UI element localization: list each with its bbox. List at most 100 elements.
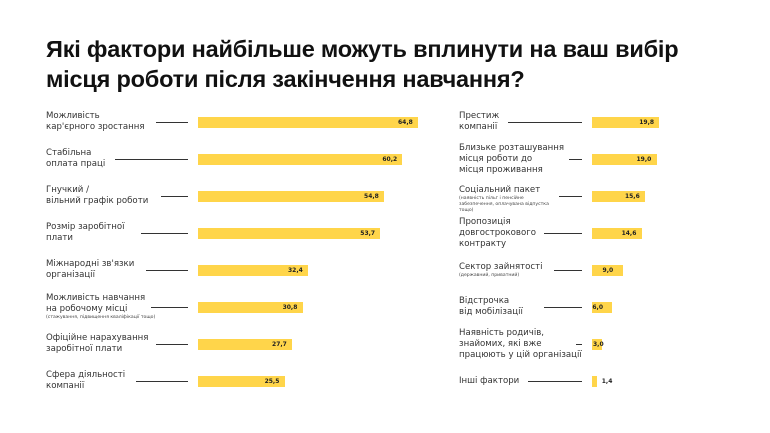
bar-label-line: Міжнародні зв'язки [46, 259, 135, 269]
bar [592, 190, 645, 202]
bar-label-line: від мобілізації [459, 307, 523, 317]
bar-label-line: Гнучкий / [46, 185, 90, 195]
chart-title-line-2: місця роботи після закінчення навчання? [46, 66, 525, 92]
connector-line [150, 307, 188, 308]
bar [198, 153, 403, 165]
bar-label: Можливість кар'єрного зростання [46, 111, 145, 133]
bar-label: Інші фактори [459, 376, 519, 387]
bar-value-label: 19,8 [639, 118, 655, 126]
bar-label: Стабільна оплата праці [46, 148, 105, 170]
bar [592, 301, 613, 313]
bar-label-line: Стабільна [46, 148, 92, 158]
bar-label-line: Сектор зайнятості [459, 261, 543, 272]
bar-label: Міжнародні зв'язки організації [46, 259, 134, 281]
connector-line [135, 381, 188, 382]
bar-label-line: Престиж [459, 111, 500, 121]
bar-label-line: Можливість [46, 111, 100, 121]
bar-label-line: контракту [459, 238, 507, 249]
bar [592, 264, 623, 276]
bar-label-line: плати [46, 233, 73, 243]
connector-line [553, 270, 582, 271]
bar-label-line: заробітної плати [46, 344, 123, 354]
connector-line [115, 159, 188, 160]
bar-value-label: 19,0 [636, 155, 652, 163]
bar-label: Сфера діяльності компанії [46, 370, 125, 392]
chart-title-line-1: Які фактори найбільше можуть вплинути на… [46, 36, 679, 62]
bar [592, 153, 657, 165]
bar [198, 264, 308, 276]
bar-label-line: Пропозиція [459, 216, 511, 227]
bar-value-label: 54,8 [364, 192, 379, 200]
bar-label-note: (наявність пільг і пенсійне забезпечення… [459, 195, 549, 213]
bar-label-line: місця роботи до [459, 153, 533, 164]
bar [592, 375, 597, 387]
bar [198, 190, 385, 202]
connector-line [161, 196, 188, 197]
bar-label-line: Розмір заробітної [46, 222, 125, 232]
bar [198, 227, 381, 239]
bar [592, 116, 660, 128]
bar-label: Престиж компанії [459, 111, 499, 133]
connector-line [156, 344, 188, 345]
bar-label: Гнучкий / вільний графік роботи [46, 185, 148, 207]
bar-label: Сектор зайнятості (державний, приватний) [459, 262, 543, 279]
bar-value-label: 27,7 [272, 340, 287, 348]
bar-value-label: 60,2 [382, 155, 398, 163]
bar-label-line: місця проживання [459, 164, 543, 175]
bar-value-label: 32,4 [287, 266, 303, 274]
bar-label: Наявність родичів, знайомих, які вже працю… [459, 328, 582, 361]
bar-value-label: 1,4 [601, 377, 613, 385]
bar-label-line: оплата праці [46, 159, 106, 169]
bar-label-note: (державний, приватний) [459, 272, 520, 278]
bar [592, 338, 603, 350]
connector-line [569, 159, 582, 160]
bar-value-label: 3,0 [593, 340, 604, 348]
bar-label-line: Офіційне нарахування [46, 333, 149, 343]
bar-label-line: знайомих, які вже [459, 338, 542, 349]
bar-label: Близьке розташування місця роботи до місця… [459, 143, 564, 176]
bar-label-line: вільний графік роботи [46, 196, 149, 206]
bar-label: Розмір заробітної плати [46, 222, 125, 244]
connector-line [140, 233, 188, 234]
bar-label-line: кар'єрного зростання [46, 122, 145, 132]
bar-value-label: 25,5 [264, 377, 280, 385]
connector-line [559, 196, 582, 197]
bar-value-label: 9,0 [602, 266, 614, 274]
bar [198, 301, 303, 313]
bar-label-line: Наявність родичів, [459, 327, 544, 338]
bar-label-line: Сфера діяльності [46, 370, 126, 380]
connector-line [543, 233, 582, 234]
connector-line [145, 270, 188, 271]
bar-label-line: Соціальний пакет [459, 184, 541, 195]
connector-line [543, 307, 582, 308]
bar-label-line: компанії [459, 122, 498, 132]
bar-value-label: 6,0 [592, 303, 603, 311]
connector-line [507, 122, 582, 123]
bar-value-label: 15,6 [624, 192, 640, 200]
bar-label-line: Інші фактори [459, 375, 520, 386]
bar-label-line: Відстрочка [459, 296, 510, 306]
bar [592, 227, 642, 239]
bar-label-note: (стажування, підвищення кваліфікації тощ… [46, 315, 156, 320]
bar-label-line: Можливість навчання [46, 293, 146, 303]
bar-label-line: компанії [46, 381, 85, 391]
bar-label: Можливість навчання на робочому місці (ста… [46, 293, 155, 321]
connector-line [576, 344, 582, 345]
bar [198, 375, 285, 387]
bar-label-line: Близьке розташування [459, 142, 565, 153]
bar-label-line: на робочому місці [46, 304, 128, 314]
bar-label-line: довгострокового [459, 227, 537, 238]
bar-value-label: 53,7 [360, 229, 376, 237]
connector-line [528, 381, 582, 382]
bar-value-label: 14,6 [621, 229, 637, 237]
chart-title: Які фактори найбільше можуть вплинути на… [46, 34, 686, 94]
bar-label: Пропозиція довгострокового контракту [459, 217, 536, 250]
bar-label: Соціальний пакет (наявність пільг і пенсі… [459, 185, 554, 214]
connector-line [156, 122, 188, 123]
bar-label-line: організації [46, 270, 95, 280]
bar-label: Відстрочка від мобілізації [459, 296, 523, 318]
bar-label: Офіційне нарахування заробітної плати [46, 333, 148, 355]
bar [198, 338, 293, 350]
bar-label-line: працюють у цій організації [459, 349, 582, 360]
bar-value-label: 64,8 [397, 118, 413, 126]
